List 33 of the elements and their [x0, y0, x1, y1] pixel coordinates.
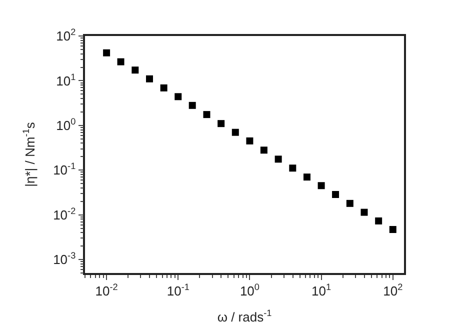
point: [188, 102, 196, 109]
x-tick-label: 10$^{0}$: [240, 282, 260, 298]
x-tick-label: 10$^{1}$: [312, 282, 332, 298]
y-tick-label: 10$^{-1}$: [53, 161, 76, 178]
point: [117, 58, 124, 66]
point: [174, 93, 182, 100]
point: [318, 182, 325, 190]
point: [346, 200, 354, 207]
point: [289, 164, 296, 172]
x-axis-title: ω / rads$^{-1}$: [217, 308, 272, 324]
point: [246, 137, 254, 144]
point: [303, 174, 310, 181]
point: [103, 49, 110, 56]
y-tick-label: 10$^{0}$: [56, 116, 76, 133]
point: [360, 208, 368, 216]
y-tick-label: 10$^{2}$: [56, 27, 76, 44]
point: [389, 226, 396, 233]
point: [203, 111, 210, 118]
y-tick-label: 10$^{1}$: [56, 72, 76, 88]
point: [274, 156, 282, 163]
point: [375, 217, 382, 224]
y-tick-label: 10$^{-3}$: [53, 250, 76, 268]
x-tick-label: 10$^{-1}$: [166, 282, 190, 298]
point: [232, 128, 239, 136]
y-tick-label: 10$^{-2}$: [53, 206, 76, 222]
point: [146, 75, 153, 82]
x-tick-label: 10$^{-2}$: [95, 282, 118, 298]
point: [132, 66, 139, 74]
point: [218, 120, 225, 128]
point: [332, 191, 340, 198]
point: [160, 84, 168, 92]
point: [260, 146, 268, 154]
x-tick-label: 10$^{2}$: [383, 282, 403, 298]
